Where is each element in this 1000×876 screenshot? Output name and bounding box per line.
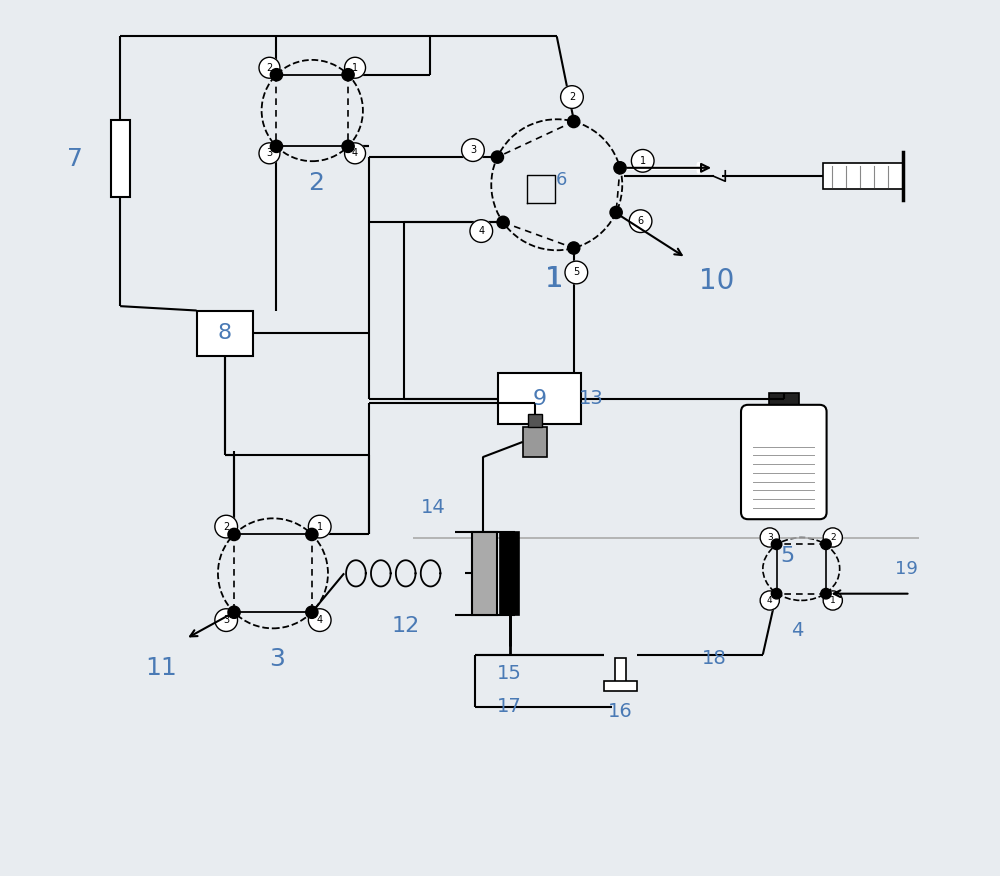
Text: 7: 7 — [67, 146, 83, 171]
Text: 19: 19 — [895, 561, 917, 578]
Circle shape — [568, 116, 580, 128]
Text: 4: 4 — [767, 596, 773, 605]
Text: 1: 1 — [317, 521, 323, 532]
Text: 8: 8 — [218, 323, 232, 343]
Circle shape — [345, 143, 366, 164]
Text: 5: 5 — [780, 546, 794, 566]
Text: 3: 3 — [269, 646, 285, 671]
Text: 2: 2 — [309, 171, 325, 195]
Text: 2: 2 — [266, 63, 273, 73]
Text: 1: 1 — [830, 596, 836, 605]
Bar — [498, 373, 581, 424]
Text: 4: 4 — [478, 226, 484, 236]
Circle shape — [215, 515, 238, 538]
Text: 16: 16 — [608, 702, 633, 721]
Circle shape — [610, 207, 622, 218]
Text: 6: 6 — [638, 216, 644, 226]
Text: 3: 3 — [470, 145, 476, 155]
Text: 2: 2 — [223, 521, 229, 532]
Circle shape — [823, 528, 842, 548]
Circle shape — [614, 162, 626, 174]
Text: 3: 3 — [223, 615, 229, 625]
Text: 1: 1 — [546, 265, 564, 293]
Text: 14: 14 — [421, 498, 446, 518]
Circle shape — [568, 242, 580, 254]
Circle shape — [270, 140, 283, 152]
Circle shape — [270, 68, 283, 81]
Circle shape — [629, 210, 652, 232]
Text: 4: 4 — [791, 620, 803, 639]
Circle shape — [821, 539, 831, 549]
Circle shape — [823, 591, 842, 610]
Circle shape — [306, 606, 318, 618]
Text: 1: 1 — [545, 265, 563, 293]
Text: 5: 5 — [573, 267, 579, 278]
Circle shape — [631, 150, 654, 173]
Circle shape — [259, 57, 280, 78]
Text: 9: 9 — [532, 389, 546, 409]
Text: 17: 17 — [497, 697, 522, 717]
Circle shape — [771, 589, 782, 599]
Bar — [769, 392, 799, 412]
Text: 2: 2 — [569, 92, 575, 102]
Text: 15: 15 — [497, 664, 522, 683]
Circle shape — [215, 609, 238, 632]
Bar — [823, 163, 903, 189]
Bar — [111, 120, 130, 197]
Circle shape — [308, 515, 331, 538]
Circle shape — [561, 86, 583, 109]
Circle shape — [821, 589, 831, 599]
Circle shape — [228, 528, 240, 540]
FancyBboxPatch shape — [741, 405, 827, 519]
Circle shape — [342, 140, 354, 152]
Text: 13: 13 — [579, 389, 604, 408]
Text: 6: 6 — [555, 172, 567, 189]
Text: 4: 4 — [317, 615, 323, 625]
Bar — [615, 658, 626, 682]
Circle shape — [345, 57, 366, 78]
Text: 12: 12 — [392, 616, 420, 636]
Circle shape — [760, 528, 779, 548]
Bar — [472, 532, 497, 615]
Circle shape — [470, 220, 493, 243]
Circle shape — [497, 216, 509, 229]
Text: 1: 1 — [640, 156, 646, 166]
Text: 3: 3 — [767, 533, 773, 542]
Text: 18: 18 — [702, 648, 726, 668]
Circle shape — [565, 261, 588, 284]
Circle shape — [491, 151, 504, 163]
Circle shape — [771, 539, 782, 549]
Circle shape — [342, 68, 354, 81]
Text: 2: 2 — [830, 533, 836, 542]
Bar — [197, 310, 253, 356]
Circle shape — [462, 138, 484, 161]
Bar — [500, 532, 519, 615]
Circle shape — [259, 143, 280, 164]
Text: 1: 1 — [352, 63, 358, 73]
Circle shape — [308, 609, 331, 632]
Circle shape — [760, 591, 779, 610]
Circle shape — [228, 606, 240, 618]
Circle shape — [306, 528, 318, 540]
Bar — [528, 413, 542, 427]
Bar — [604, 681, 637, 691]
Text: 3: 3 — [266, 148, 273, 159]
Text: 4: 4 — [352, 148, 358, 159]
Bar — [523, 427, 547, 457]
Text: 11: 11 — [145, 655, 177, 680]
Text: 10: 10 — [699, 266, 734, 294]
